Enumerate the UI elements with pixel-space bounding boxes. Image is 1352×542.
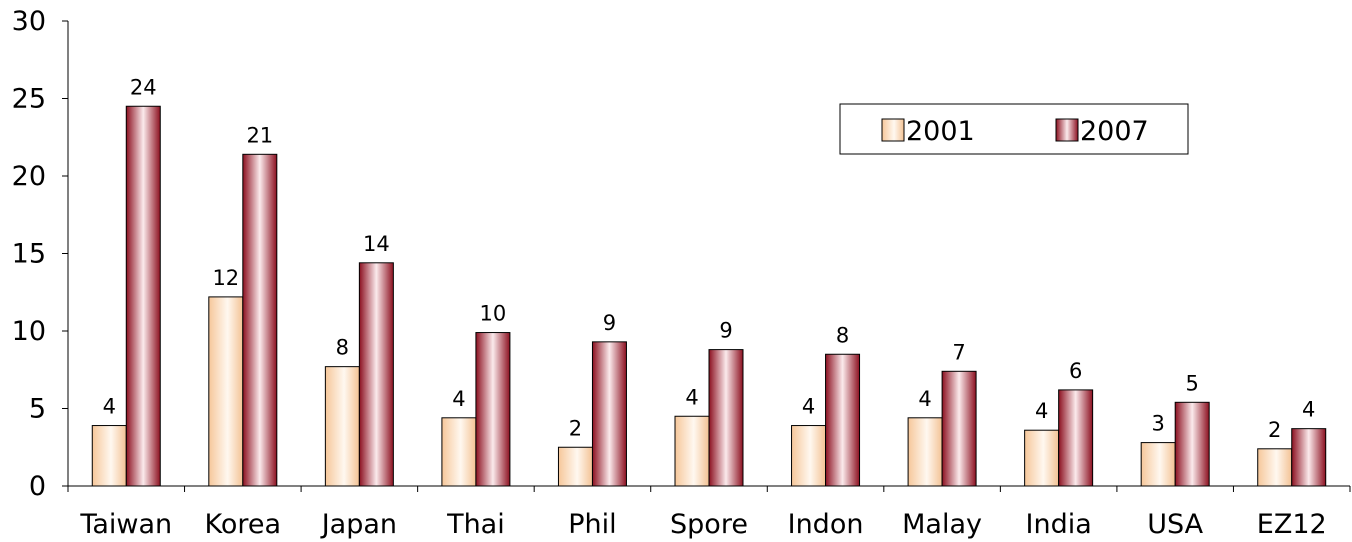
bar-2001 <box>324 366 360 487</box>
data-label-2001: 2 <box>569 416 582 440</box>
data-label-2001: 8 <box>336 336 349 360</box>
data-label-2001: 4 <box>802 395 815 419</box>
y-tick-label: 15 <box>12 239 46 270</box>
data-label-2001: 4 <box>452 387 465 411</box>
data-label-2007: 5 <box>1185 371 1198 395</box>
data-label-2007: 6 <box>1069 359 1082 383</box>
x-tick-label: Phil <box>568 509 616 540</box>
y-tick-label: 5 <box>29 394 46 425</box>
x-tick-label: Taiwan <box>79 509 172 540</box>
data-label-2001: 2 <box>1268 418 1281 442</box>
bar-2007 <box>1058 389 1094 487</box>
y-tick-label: 10 <box>12 316 46 347</box>
data-label-2007: 4 <box>1302 398 1315 422</box>
x-tick-label: Thai <box>446 509 505 540</box>
data-label-2001: 12 <box>212 266 239 290</box>
bar-2001 <box>557 446 593 487</box>
y-tick-label: 0 <box>29 471 46 502</box>
bar-2007 <box>825 353 861 487</box>
x-tick-label: India <box>1026 509 1092 540</box>
bar-2001 <box>208 296 244 487</box>
bar-2007 <box>941 370 977 487</box>
bar-2007 <box>125 105 161 487</box>
bar-2007 <box>1291 428 1327 487</box>
bar-2001 <box>441 417 477 487</box>
x-tick-label: Indon <box>788 509 864 540</box>
legend-swatch-2001 <box>881 118 905 142</box>
bar-2001 <box>791 425 827 487</box>
data-label-2007: 21 <box>246 123 273 147</box>
bars <box>91 105 1327 487</box>
data-label-2007: 7 <box>952 340 965 364</box>
data-label-2001: 4 <box>685 385 698 409</box>
bar-2007 <box>242 153 278 487</box>
bar-2007 <box>1174 401 1210 487</box>
x-tick-label: EZ12 <box>1257 509 1327 540</box>
bar-2007 <box>475 332 511 487</box>
data-label-2007: 24 <box>130 75 157 99</box>
x-tick-label: Japan <box>320 509 397 540</box>
bar-2007 <box>358 262 394 487</box>
data-label-2007: 9 <box>603 311 616 335</box>
data-label-2007: 14 <box>363 232 390 256</box>
bar-2001 <box>674 415 710 487</box>
legend-label-2001: 2001 <box>906 116 975 147</box>
bar-2007 <box>591 341 627 487</box>
data-label-2007: 9 <box>719 319 732 343</box>
bar-2001 <box>1140 442 1176 487</box>
y-tick-label: 25 <box>12 84 46 115</box>
bar-2001 <box>1257 448 1293 487</box>
data-label-2007: 10 <box>480 302 507 326</box>
x-tick-label: Korea <box>205 509 282 540</box>
legend-label-2007: 2007 <box>1080 116 1149 147</box>
bar-2001 <box>907 417 943 487</box>
x-tick-label: Malay <box>902 509 982 540</box>
bar-2007 <box>708 349 744 487</box>
data-label-2001: 4 <box>1035 399 1048 423</box>
y-tick-label: 20 <box>12 161 46 192</box>
bar-2001 <box>91 425 127 487</box>
x-tick-label: USA <box>1147 509 1203 540</box>
y-tick-label: 30 <box>12 6 46 37</box>
data-label-2001: 4 <box>103 395 116 419</box>
data-label-2007: 8 <box>836 323 849 347</box>
data-label-2001: 4 <box>918 387 931 411</box>
data-label-2001: 3 <box>1151 412 1164 436</box>
x-tick-label: Spore <box>670 509 748 540</box>
legend: 2001 2007 <box>839 103 1189 155</box>
legend-swatch-2007 <box>1055 118 1079 142</box>
bar-2001 <box>1024 429 1060 487</box>
